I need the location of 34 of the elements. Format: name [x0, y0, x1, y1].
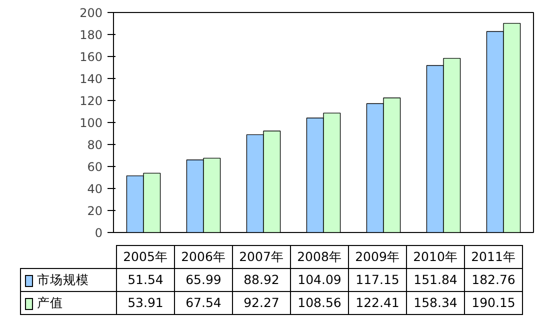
y-tick-label: 120 [80, 94, 102, 108]
y-tick-label: 180 [80, 28, 102, 42]
y-tick-label: 20 [87, 204, 103, 218]
data-label: 182.76 [464, 268, 522, 292]
y-tick-label: 60 [87, 160, 103, 174]
data-label: 67.54 [174, 292, 232, 314]
x-tick-label: 2008年 [290, 246, 348, 268]
y-tick-label: 200 [80, 6, 102, 20]
data-label: 122.41 [348, 292, 406, 314]
data-label: 190.15 [464, 292, 522, 314]
y-tick-label: 160 [80, 50, 102, 64]
x-tick-label: 2010年 [406, 246, 464, 268]
legend-label: 产值 [20, 292, 116, 314]
y-tick-label: 40 [87, 182, 103, 196]
data-label: 92.27 [232, 292, 290, 314]
x-tick-label: 2009年 [348, 246, 406, 268]
data-label: 65.99 [174, 268, 232, 292]
legend-label: 市场规模 [20, 268, 116, 292]
data-label: 88.92 [232, 268, 290, 292]
x-tick-label: 2005年 [116, 246, 174, 268]
data-label: 51.54 [116, 268, 174, 292]
y-tick-label: 100 [80, 116, 102, 130]
y-tick-label: 80 [87, 138, 103, 152]
y-tick-label: 140 [80, 72, 102, 86]
y-tick-label: 0 [94, 226, 103, 240]
x-tick-label: 2006年 [174, 246, 232, 268]
data-label: 108.56 [290, 292, 348, 314]
data-label: 117.15 [348, 268, 406, 292]
data-label: 158.34 [406, 292, 464, 314]
x-tick-label: 2007年 [232, 246, 290, 268]
data-label: 151.84 [406, 268, 464, 292]
data-label: 104.09 [290, 268, 348, 292]
x-tick-label: 2011年 [464, 246, 522, 268]
data-label: 53.91 [116, 292, 174, 314]
